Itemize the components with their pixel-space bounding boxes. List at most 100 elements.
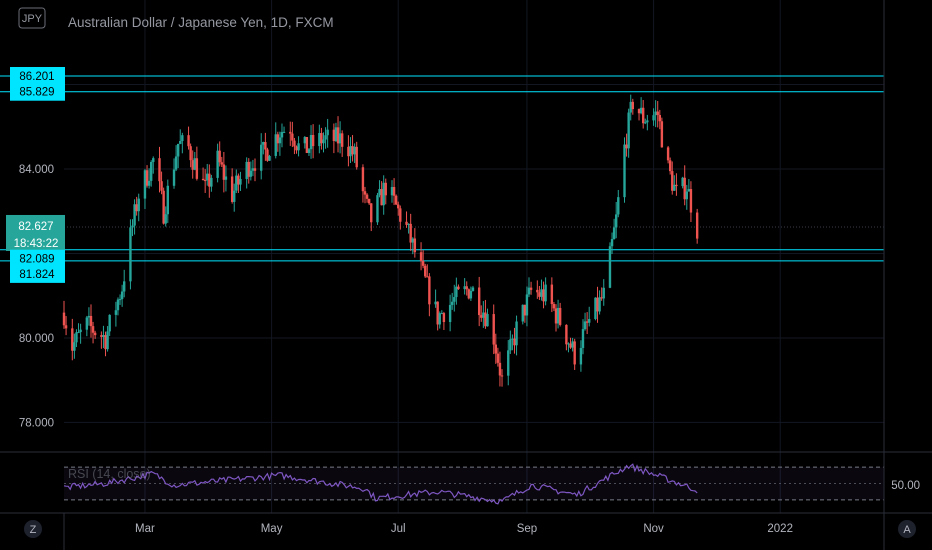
candle-body: [193, 158, 196, 170]
candle-body: [668, 160, 672, 172]
candle-body: [251, 168, 255, 171]
candle-body: [637, 109, 641, 114]
x-tick-label: Jul: [391, 523, 406, 535]
price-axis[interactable]: 86.00084.00082.00080.00078.00086.20185.8…: [6, 66, 65, 429]
candle-body: [133, 204, 136, 226]
candle-body: [556, 307, 560, 324]
candle-body: [442, 313, 446, 323]
candle-body: [683, 177, 686, 200]
auto-scale-button-frame[interactable]: [898, 520, 916, 538]
candle-body: [181, 135, 184, 142]
candle-body: [631, 101, 635, 110]
candle-body: [137, 198, 140, 212]
price-level-label-box: [10, 249, 65, 268]
candle-body: [351, 146, 354, 155]
candle-body: [249, 170, 253, 177]
time-axis[interactable]: Mar May Jul Sep Nov 2022: [135, 523, 793, 535]
candle-body: [87, 315, 91, 318]
candle-body: [239, 178, 242, 185]
candle-body: [143, 170, 147, 199]
current-price-label-box: [6, 214, 65, 251]
price-level-label-box: [10, 82, 65, 101]
candle-body: [494, 344, 497, 354]
candle-body: [293, 140, 296, 147]
candle-body: [583, 321, 587, 330]
candle-body: [623, 144, 626, 198]
candle-body: [409, 223, 412, 243]
candle-body: [102, 335, 105, 337]
candle-body: [656, 111, 659, 116]
candle-body: [149, 161, 153, 181]
currency-badge[interactable]: JPY: [22, 13, 43, 25]
rsi-pane: RSI (14, close) 50.00: [63, 463, 920, 505]
candle-body: [340, 133, 344, 147]
candle-body: [326, 129, 329, 136]
candle-body: [100, 335, 103, 337]
candle-body: [365, 194, 369, 199]
candle-body: [206, 173, 209, 181]
candle-body: [158, 158, 161, 182]
candle-body: [166, 185, 169, 215]
candle-body: [448, 304, 452, 323]
candle-body: [191, 160, 194, 170]
candle-body: [426, 276, 429, 278]
candle-body: [671, 171, 674, 191]
candle-body: [280, 132, 284, 138]
candle-body: [73, 342, 76, 351]
candle-body: [230, 176, 234, 202]
candle-body: [320, 133, 323, 144]
candle-body: [189, 146, 192, 161]
timezone-button[interactable]: Z: [30, 524, 37, 536]
candle-body: [521, 304, 524, 322]
candle-body: [355, 146, 358, 168]
candle-body: [552, 304, 556, 309]
candle-body: [654, 111, 657, 116]
candle-body: [349, 146, 352, 157]
candles-layer: [62, 94, 699, 387]
candle-body: [660, 121, 664, 148]
candle-body: [201, 178, 205, 181]
candle-body: [311, 134, 315, 147]
candle-body: [646, 120, 649, 123]
candle-body: [695, 212, 699, 239]
candle-body: [484, 312, 487, 327]
candle-body: [380, 189, 383, 206]
candle-body: [538, 292, 541, 297]
price-level-label: 82.089: [19, 254, 54, 266]
candle-body: [407, 223, 410, 225]
candle-body: [260, 144, 263, 171]
candle-body: [451, 301, 454, 305]
candle-body: [467, 289, 471, 299]
candle-body: [542, 289, 545, 302]
candle-body: [527, 287, 531, 295]
candle-body: [77, 332, 80, 334]
currency-badge-frame[interactable]: [18, 7, 46, 29]
candle-body: [602, 287, 605, 299]
candle-body: [652, 115, 655, 121]
candle-body: [303, 137, 307, 144]
candle-body: [309, 134, 313, 150]
candle-body: [658, 115, 661, 122]
candle-body: [208, 173, 211, 187]
candle-body: [195, 158, 199, 179]
candle-body: [176, 143, 180, 157]
candle-body: [500, 375, 504, 377]
candle-body: [235, 175, 238, 191]
candle-body: [392, 187, 396, 196]
timezone-button-frame[interactable]: [24, 520, 42, 538]
price-level-label: 85.829: [19, 87, 54, 99]
candle-body: [554, 308, 558, 324]
x-tick-label: Sep: [517, 523, 537, 535]
candle-body: [264, 142, 267, 150]
y-tick-label: 78.000: [19, 417, 54, 429]
candle-body: [123, 281, 126, 292]
auto-scale-button[interactable]: A: [903, 524, 911, 536]
candle-body: [187, 135, 190, 147]
candle-body: [612, 227, 616, 240]
candle-body: [511, 338, 514, 340]
candle-body: [85, 317, 89, 330]
candle-body: [216, 150, 219, 178]
candle-body: [544, 284, 547, 302]
candle-body: [305, 137, 309, 153]
